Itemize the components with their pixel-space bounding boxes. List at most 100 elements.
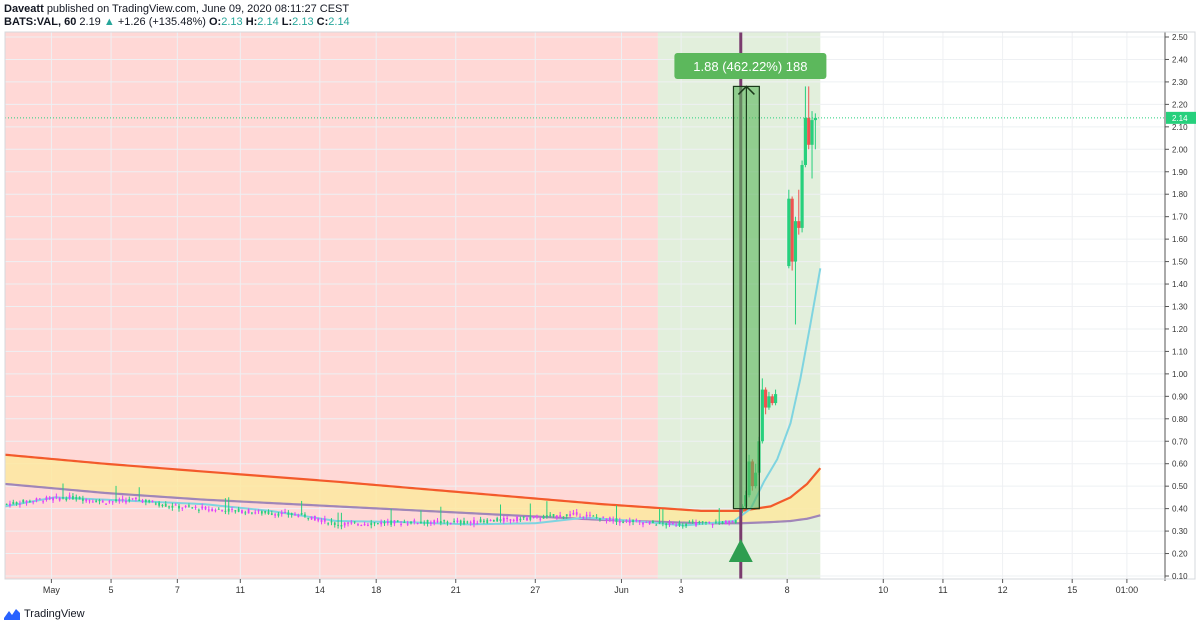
candle-body [264,511,267,513]
candle-body [622,521,625,523]
candle-body [396,520,399,522]
candle-body [227,508,230,512]
candle-body [207,509,210,511]
candle-body [446,521,449,523]
candle-body [188,505,190,507]
candle-body [585,514,588,517]
candle-body [592,515,595,517]
candle-body [476,523,479,525]
candle-body [436,520,439,522]
candle-body [800,165,804,228]
symbol-label[interactable]: BATS:VAL, 60 [4,16,77,28]
chart-overlays: 1.88 (462.22%) 188 [5,32,1165,579]
y-tick-label: 2.10 [1172,123,1188,132]
candle-body [813,117,817,121]
candle-body [711,524,714,526]
candle-body [95,500,98,503]
price-chart[interactable]: 1.88 (462.22%) 188 2.502.402.302.202.102… [0,0,1200,605]
candle-body [426,519,429,524]
candle-body [370,522,373,526]
candle-body [715,521,717,523]
candle-body [429,522,432,524]
candle-body [572,512,575,515]
candle-body [595,517,598,519]
candle-body [181,507,184,509]
candle-body [32,501,35,503]
candle-body [161,504,164,507]
candle-body [413,520,416,522]
candle-body [347,522,349,524]
candle-body [526,517,528,521]
candle-body [241,510,243,514]
candle-body [19,503,21,505]
candle-body [439,521,442,524]
candle-body [251,512,253,514]
candle-body [559,515,562,518]
x-tick-label: May [43,585,61,595]
candle-body [516,516,518,522]
candle-body [648,521,651,524]
y-tick-label: 0.90 [1172,392,1188,401]
candle-body [728,520,731,523]
y-tick-label: 1.10 [1172,347,1188,356]
candle-body [154,503,157,505]
candle-body [337,524,339,526]
candle-body [343,522,346,526]
y-tick-label: 0.60 [1172,460,1188,469]
last-price-badge-label: 2.14 [1172,114,1188,123]
candle-body [38,498,41,500]
candle-body [297,515,300,517]
candle-body [111,501,114,503]
y-tick-label: 2.50 [1172,33,1188,42]
candle-body [58,498,61,501]
candle-body [565,514,568,516]
y-tick-label: 2.30 [1172,78,1188,87]
publish-info: Daveatt published on TradingView.com, Ju… [4,3,349,15]
candle-body [400,523,402,525]
candle-body [85,499,88,502]
candle-body [201,506,204,509]
candle-body [91,501,94,503]
x-tick-label: 14 [315,585,325,595]
candle-body [45,497,48,500]
candle-body [522,516,525,518]
candle-body [274,514,277,516]
upper-band-line [4,453,822,512]
candle-body [773,394,778,404]
candle-body [718,522,721,524]
candle-body [665,523,668,526]
candle-body [489,519,492,521]
y-tick-label: 0.80 [1172,415,1188,424]
candle-body [549,514,552,516]
footer-brand[interactable]: TradingView [24,608,85,620]
y-tick-label: 1.50 [1172,258,1188,267]
y-tick-label: 1.60 [1172,235,1188,244]
candle-body [28,500,31,503]
candle-body [698,521,701,524]
candle-body [615,518,618,523]
candle-body [529,517,532,520]
candle-body [645,521,648,523]
candle-body [539,518,542,520]
low-value: 2.13 [292,16,314,28]
candle-body [612,519,615,522]
candle-body [164,504,167,507]
candle-body [618,520,621,523]
candle-body [98,499,101,502]
y-tick-label: 2.00 [1172,145,1188,154]
candlestick-series [5,86,817,530]
candle-body [138,499,141,501]
candle-body [260,511,263,514]
candle-body [62,497,64,499]
candle-body [214,510,217,512]
candle-body [386,521,389,524]
y-tick-label: 2.40 [1172,55,1188,64]
candle-body [807,117,811,145]
candle-body [764,389,768,408]
y-tick-label: 0.70 [1172,437,1188,446]
publish-text: published on TradingView.com, June 09, 2… [46,3,350,15]
candle-body [642,522,644,525]
candle-body [221,509,223,511]
author-name[interactable]: Daveatt [4,3,44,15]
candle-body [562,516,565,518]
